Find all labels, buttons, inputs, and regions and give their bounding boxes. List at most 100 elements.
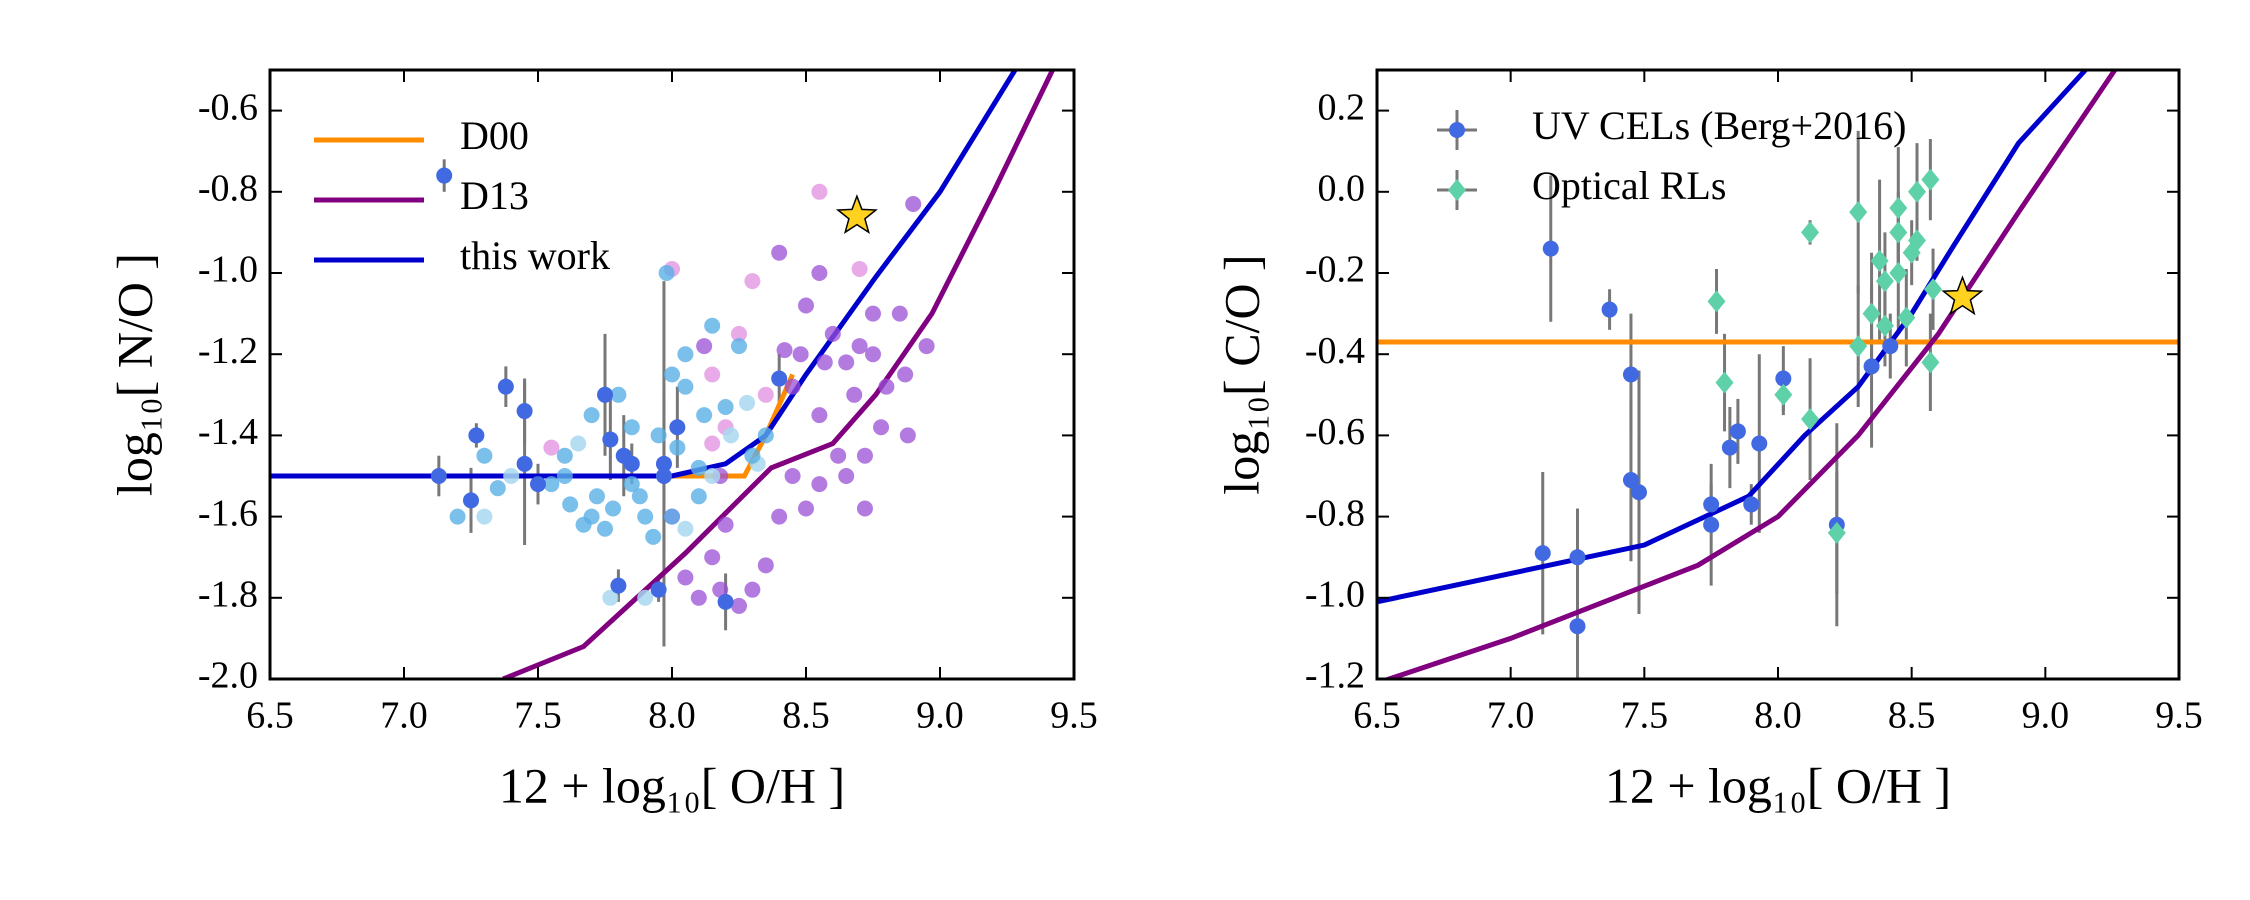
point	[602, 431, 619, 448]
point	[468, 427, 485, 444]
diamond-marker	[1908, 180, 1927, 203]
y-tick-label: -1.0	[198, 249, 258, 291]
point	[731, 338, 747, 355]
point	[851, 260, 868, 277]
point	[717, 516, 734, 533]
point	[664, 366, 680, 383]
y-axis-label: log₁₀[ N/O ]	[106, 253, 162, 496]
model-line	[1377, 70, 2088, 605]
point	[771, 244, 788, 261]
point	[597, 386, 613, 403]
point	[650, 581, 667, 598]
point	[731, 325, 747, 342]
point	[1569, 618, 1586, 635]
diamond-marker	[1889, 197, 1908, 220]
point	[658, 265, 675, 281]
y-tick-label: -1.0	[1305, 574, 1365, 616]
point	[798, 297, 814, 314]
point	[655, 468, 672, 484]
point	[717, 398, 734, 415]
point	[838, 468, 855, 484]
point	[543, 476, 560, 493]
point	[605, 500, 622, 517]
point	[623, 419, 640, 436]
legend-label: Optical RLs	[1532, 163, 1726, 208]
point	[816, 354, 833, 371]
point	[918, 338, 935, 355]
point	[610, 577, 627, 594]
y-tick-label: -0.2	[1305, 249, 1365, 291]
y-tick-label: 0.0	[1318, 168, 1366, 210]
plot-area	[1377, 70, 2179, 679]
point	[897, 366, 914, 383]
point	[1882, 338, 1899, 355]
x-tick-label: 7.5	[1621, 695, 1669, 737]
x-tick-label: 6.5	[246, 695, 294, 737]
point	[865, 346, 881, 363]
point	[516, 455, 533, 472]
point	[1743, 496, 1760, 513]
point	[556, 468, 573, 484]
point	[1630, 484, 1647, 501]
point	[696, 338, 713, 355]
diamond-marker	[1875, 314, 1894, 337]
legend-label: this work	[460, 233, 610, 278]
x-tick-label: 9.0	[2022, 695, 2070, 737]
point	[588, 488, 605, 505]
diamond-marker	[1897, 306, 1916, 329]
y-tick-label: -2.0	[198, 655, 258, 697]
point	[873, 419, 890, 436]
point	[562, 496, 579, 513]
y-tick-label: -0.4	[1305, 330, 1365, 372]
point	[497, 378, 514, 395]
star-marker	[835, 194, 878, 235]
point	[811, 407, 828, 424]
point	[899, 427, 916, 444]
point	[637, 589, 654, 606]
model-line	[502, 70, 1055, 679]
point	[1775, 370, 1792, 387]
point	[543, 439, 560, 456]
diamond-marker	[1801, 221, 1820, 244]
point	[1601, 301, 1618, 318]
point	[650, 427, 667, 444]
point	[811, 183, 828, 200]
y-tick-label: -0.6	[198, 86, 258, 128]
point	[1542, 240, 1559, 257]
diamond-marker	[1889, 262, 1908, 284]
x-tick-label: 7.5	[514, 695, 562, 737]
point	[757, 386, 774, 403]
point	[623, 455, 640, 472]
point	[476, 447, 493, 464]
point	[1721, 439, 1738, 456]
point	[757, 557, 774, 574]
point	[878, 378, 895, 395]
star-marker	[1941, 275, 1984, 316]
point	[891, 305, 908, 322]
point	[784, 378, 801, 395]
legend-label: D13	[460, 173, 529, 218]
model-line	[270, 70, 1018, 479]
point	[597, 520, 613, 537]
point	[677, 520, 694, 537]
point	[677, 378, 694, 395]
y-tick-label: 0.2	[1318, 86, 1366, 128]
point	[792, 346, 809, 363]
point	[476, 508, 493, 525]
point	[690, 488, 707, 505]
point	[463, 492, 479, 509]
plot-area	[270, 70, 1055, 679]
point	[696, 407, 713, 424]
point	[905, 195, 922, 212]
diamond-marker	[1921, 168, 1940, 191]
point	[739, 394, 756, 411]
point	[610, 386, 627, 403]
point	[1751, 435, 1768, 452]
x-tick-label: 7.0	[380, 695, 428, 737]
point	[704, 435, 721, 452]
point	[655, 455, 672, 472]
point	[1729, 423, 1746, 440]
point	[856, 447, 873, 464]
diamond-marker	[1448, 179, 1466, 201]
